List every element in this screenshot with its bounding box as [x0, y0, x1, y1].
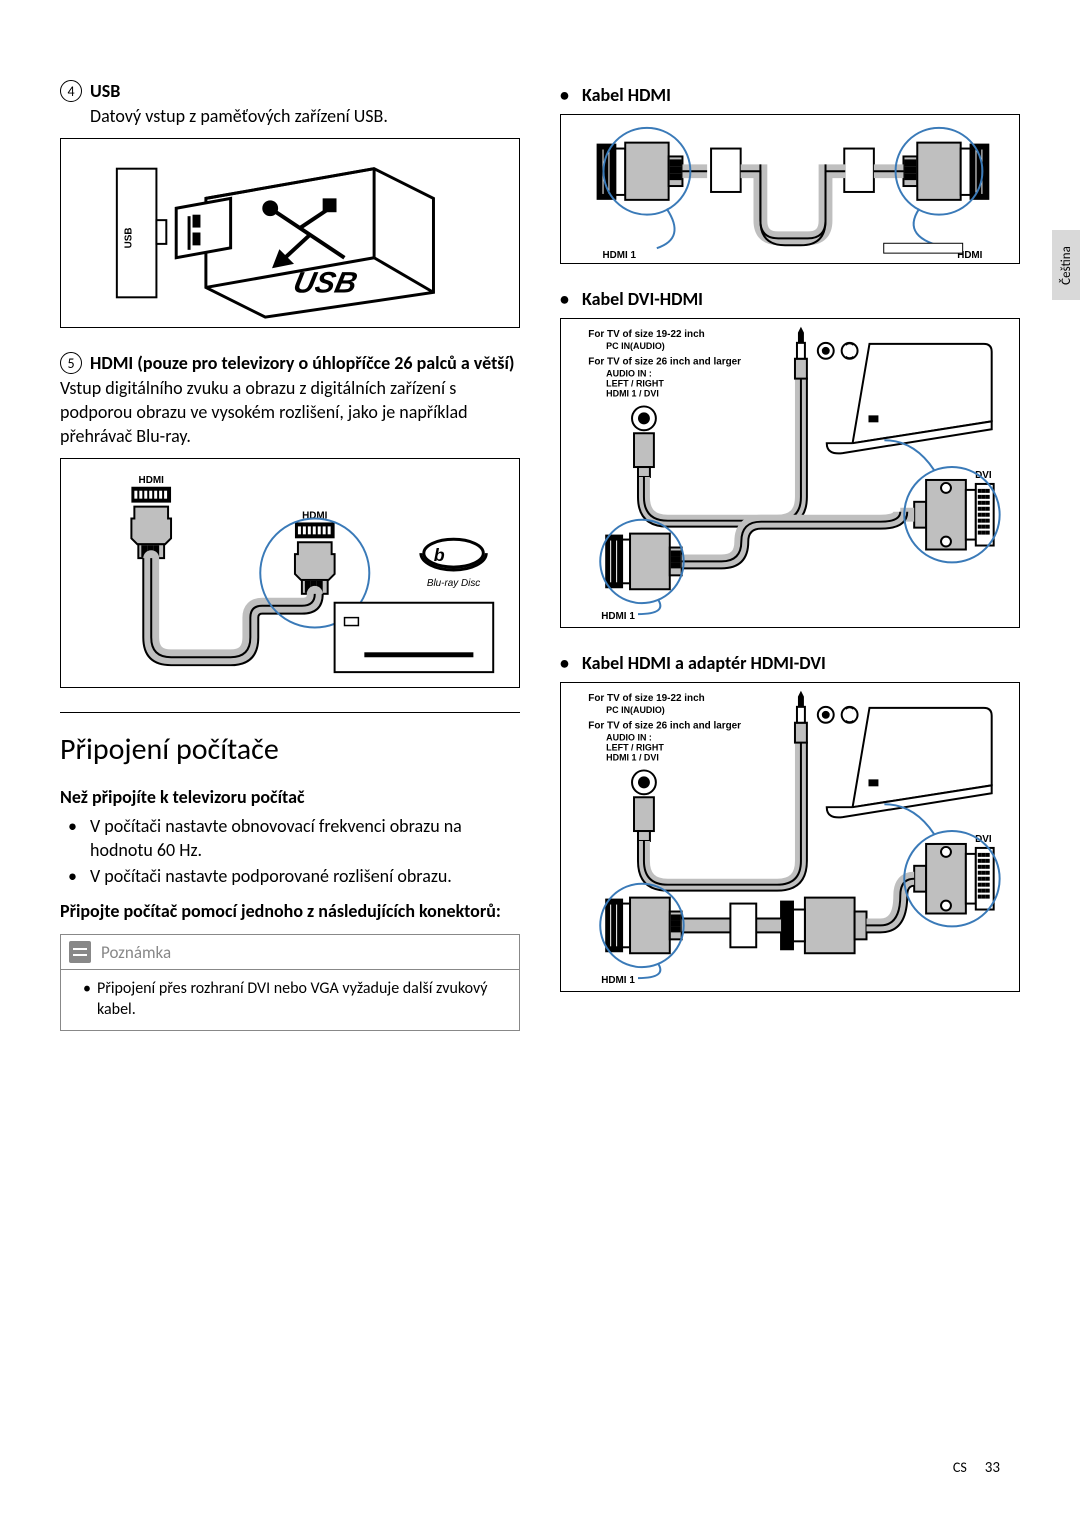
- cable-hdmi-adapter-title: Kabel HDMI a adaptér HDMI-DVI: [560, 652, 1020, 674]
- connect-via-title: Připojte počítač pomocí jednoho z násled…: [60, 900, 520, 922]
- hdmi-cable-diagram: HDMI 1 HDMI: [560, 114, 1020, 264]
- language-side-tab: Čeština: [1052, 230, 1080, 300]
- footer-lang: CS: [953, 1459, 967, 1476]
- item-4-desc: Datový vstup z paměťových zařízení USB.: [90, 104, 520, 128]
- ad-line2: For TV of size 26 inch and larger: [588, 721, 741, 732]
- page-columns: 4 USB Datový vstup z paměťových zařízení…: [60, 80, 1020, 1031]
- note-body: Připojení přes rozhraní DVI nebo VGA vyž…: [61, 969, 519, 1030]
- footer-page: 33: [985, 1459, 1000, 1477]
- dvi-hdmi-diagram: For TV of size 19-22 inch PC IN(AUDIO) F…: [560, 318, 1020, 628]
- hdmi-label-1: HDMI: [139, 475, 165, 486]
- item-5-desc: Vstup digitálního zvuku a obrazu z digit…: [60, 376, 520, 448]
- pre-bullet-2: V počítači nastavte podporované rozlišen…: [90, 864, 520, 888]
- cable-hdmi-title: Kabel HDMI: [560, 84, 1020, 106]
- note-head: Poznámka: [61, 935, 519, 969]
- dvi-line2b: AUDIO IN :: [606, 369, 652, 379]
- hdmi-left-label: HDMI 1: [603, 250, 637, 261]
- item-5-head: 5 HDMI (pouze pro televizory o úhlopříčc…: [60, 352, 520, 374]
- item-5-title: HDMI (pouze pro televizory o úhlopříčce …: [90, 352, 515, 374]
- item-4-head: 4 USB: [60, 80, 520, 102]
- item-5-number: 5: [60, 352, 82, 374]
- ad-line2d: HDMI 1 / DVI: [606, 752, 659, 762]
- dvi-line2: For TV of size 26 inch and larger: [588, 357, 741, 368]
- dvi-line1b: PC IN(AUDIO): [606, 341, 665, 351]
- dvi-line2d: HDMI 1 / DVI: [606, 388, 659, 398]
- note-icon: [69, 941, 91, 963]
- dvi-line2c: LEFT / RIGHT: [606, 379, 664, 389]
- usb-diagram: USB: [60, 138, 520, 328]
- hdmi-bluray-diagram: HDMI HDMI: [60, 458, 520, 688]
- ad-bottom-label: HDMI 1: [601, 975, 635, 986]
- language-side-label: Čeština: [1059, 246, 1074, 285]
- bluray-logo-text: Blu-ray Disc: [427, 578, 480, 589]
- page-footer: CS 33: [953, 1459, 1000, 1477]
- ad-line1: For TV of size 19-22 inch: [588, 693, 704, 704]
- ad-line2b: AUDIO IN :: [606, 733, 652, 743]
- right-column: Kabel HDMI: [560, 80, 1020, 1031]
- usb-port-label: USB: [124, 228, 135, 249]
- hdmi-adapter-diagram: For TV of size 19-22 inch PC IN(AUDIO) F…: [560, 682, 1020, 992]
- note-text: Připojení přes rozhraní DVI nebo VGA vyž…: [83, 978, 507, 1020]
- ad-line2c: LEFT / RIGHT: [606, 743, 664, 753]
- item-4-title: USB: [90, 80, 120, 102]
- left-column: 4 USB Datový vstup z paměťových zařízení…: [60, 80, 520, 1031]
- section-title: Připojení počítače: [60, 712, 520, 768]
- pre-connect-title: Než připojíte k televizoru počítač: [60, 786, 520, 808]
- dvi-line1: For TV of size 19-22 inch: [588, 329, 704, 340]
- note-label: Poznámka: [101, 942, 171, 963]
- cable-dvi-hdmi-title: Kabel DVI-HDMI: [560, 288, 1020, 310]
- dvi-bottom-label: HDMI 1: [601, 611, 635, 622]
- svg-text:b: b: [434, 545, 445, 565]
- pre-connect-bullets: V počítači nastavte obnovovací frekvenci…: [60, 814, 520, 888]
- ad-line1b: PC IN(AUDIO): [606, 705, 665, 715]
- note-box: Poznámka Připojení přes rozhraní DVI neb…: [60, 934, 520, 1031]
- usb-plug-label: USB: [291, 267, 361, 300]
- pre-bullet-1: V počítači nastavte obnovovací frekvenci…: [90, 814, 520, 862]
- item-4-number: 4: [60, 80, 82, 102]
